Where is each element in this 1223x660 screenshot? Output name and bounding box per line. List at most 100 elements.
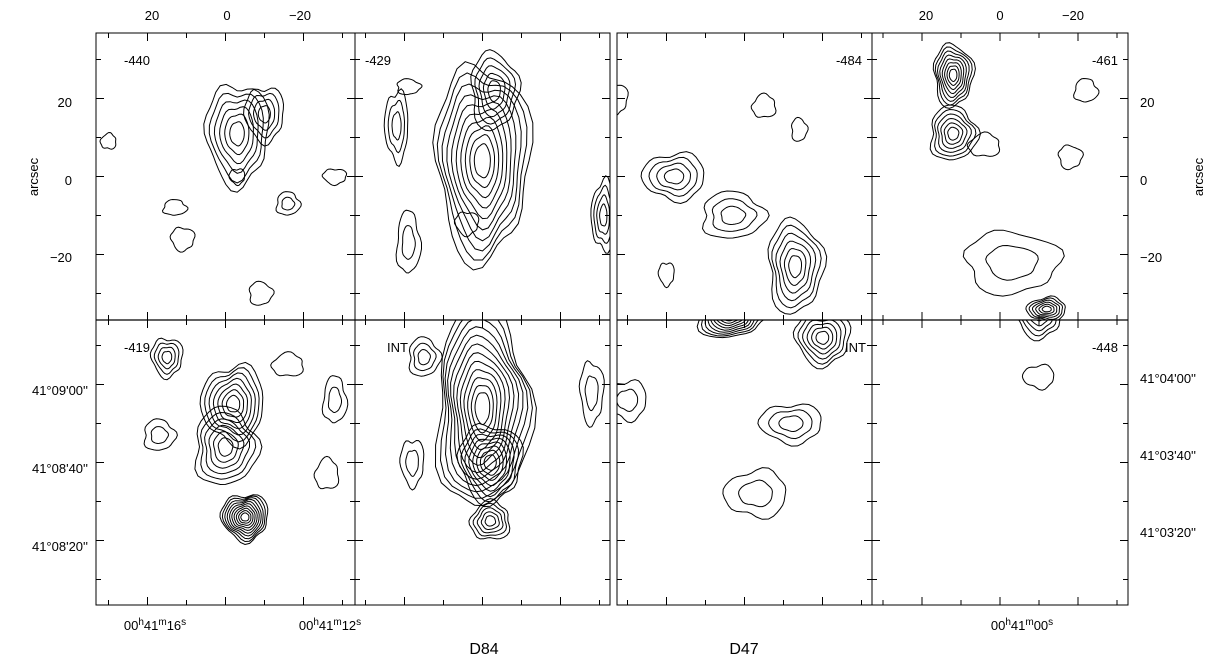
panel-label-d84-bl: -419: [124, 340, 150, 355]
dec-tick-label: 41°08'20'': [32, 539, 88, 554]
contour-level: [1079, 244, 1094, 259]
contour-level: [405, 449, 419, 477]
arcsec-tick-label: 0: [1140, 173, 1147, 188]
contour-level: [1073, 238, 1101, 265]
contour-level: [720, 205, 747, 226]
contour-level: [700, 320, 760, 337]
contour-level: [847, 260, 879, 291]
contour-level: [783, 248, 807, 286]
contour-level: [855, 269, 867, 281]
contour-level: [947, 126, 960, 141]
group-label-d47: D47: [729, 641, 758, 658]
contour-level: [450, 101, 512, 231]
contour-panel-d47-tl: [617, 84, 828, 315]
contour-level: [956, 262, 973, 274]
tick-marks: [96, 33, 1128, 605]
contour-level: [208, 424, 245, 469]
contour-layer: [99, 42, 1101, 546]
top-tick-label: 20: [919, 8, 933, 23]
contour-level: [456, 352, 511, 466]
contour-level: [945, 252, 989, 282]
contour-level: [1073, 77, 1100, 103]
dec-tick-label: 41°08'40'': [32, 461, 88, 476]
top-tick-label: −20: [289, 8, 311, 23]
contour-level: [476, 507, 504, 534]
contour-level: [872, 235, 912, 268]
contour-level: [464, 125, 500, 199]
contour-level: [716, 320, 743, 327]
contour-level: [228, 168, 246, 187]
contour-level: [460, 116, 504, 209]
arcsec-tick-label: −20: [1140, 250, 1162, 265]
contour-level: [243, 87, 285, 147]
contour-level: [617, 388, 639, 413]
contour-level: [617, 379, 647, 424]
top-tick-label: 20: [145, 8, 159, 23]
contour-level: [868, 231, 918, 271]
contour-level: [701, 190, 770, 239]
dec-tick-label: 41°03'20'': [1140, 525, 1196, 540]
contour-level: [217, 437, 234, 457]
contour-level: [724, 320, 734, 322]
contour-level: [199, 361, 264, 450]
contour-level: [469, 133, 495, 189]
contour-panel-d84-bl: [143, 337, 349, 546]
contour-level: [767, 216, 828, 315]
contour-level: [599, 203, 608, 227]
contour-level: [321, 168, 348, 187]
panel-label-d47-tl: -484: [836, 53, 862, 68]
contour-level: [463, 369, 502, 450]
dec-tick-label: 41°03'40'': [1140, 448, 1196, 463]
contour-level: [436, 72, 528, 261]
contour-level: [939, 54, 967, 98]
panel-label-d47-br: -448: [1092, 340, 1118, 355]
contour-panel-d47-br: [868, 231, 1101, 391]
contour-level: [938, 247, 997, 286]
contour-level: [1030, 320, 1049, 327]
contour-level: [474, 57, 517, 125]
contour-level: [219, 106, 254, 165]
contour-level: [413, 342, 437, 372]
contour-level: [150, 426, 170, 445]
contour-level: [713, 320, 746, 329]
contour-level: [473, 143, 491, 179]
contour-level: [1038, 303, 1055, 314]
contour-level: [656, 162, 692, 191]
contour-level: [704, 320, 756, 335]
contour-level: [880, 243, 902, 261]
contour-level: [483, 454, 497, 471]
top-tick-label: −20: [1062, 8, 1084, 23]
contour-level: [811, 326, 834, 350]
arcsec-tick-label: 0: [65, 173, 72, 188]
contour-level: [649, 221, 697, 271]
contour-level: [204, 418, 250, 475]
contour-level: [224, 497, 264, 540]
contour-level: [281, 196, 296, 211]
contour-level: [640, 151, 705, 205]
contour-level: [884, 447, 918, 481]
contour-panel-d84-tr: [383, 49, 610, 274]
contour-level: [1018, 320, 1061, 342]
contour-level: [450, 334, 520, 480]
contour-level: [468, 437, 511, 492]
contour-level: [891, 454, 909, 472]
contour-panel-d47-tr: [929, 42, 1100, 320]
contour-level: [252, 98, 276, 131]
contour-level: [710, 320, 749, 331]
contour-level: [200, 411, 257, 480]
contour-level: [482, 72, 506, 110]
contour-level: [446, 94, 517, 242]
contour-level: [788, 255, 802, 279]
contour-level: [738, 479, 773, 508]
contour-level: [985, 244, 1039, 281]
contour-level: [584, 375, 599, 412]
contour-level: [876, 239, 907, 264]
axis-labels: -440 -429 -419 INT -484 -461 INT -448 20 0 −20 20 0 −…: [26, 8, 1206, 658]
contour-level: [270, 351, 304, 377]
contour-level: [248, 280, 275, 306]
contour-level: [213, 99, 259, 174]
contour-level: [722, 467, 787, 520]
arcsec-axis-label: arcsec: [26, 157, 41, 196]
contour-level: [960, 264, 971, 272]
contour-level: [1028, 297, 1064, 320]
